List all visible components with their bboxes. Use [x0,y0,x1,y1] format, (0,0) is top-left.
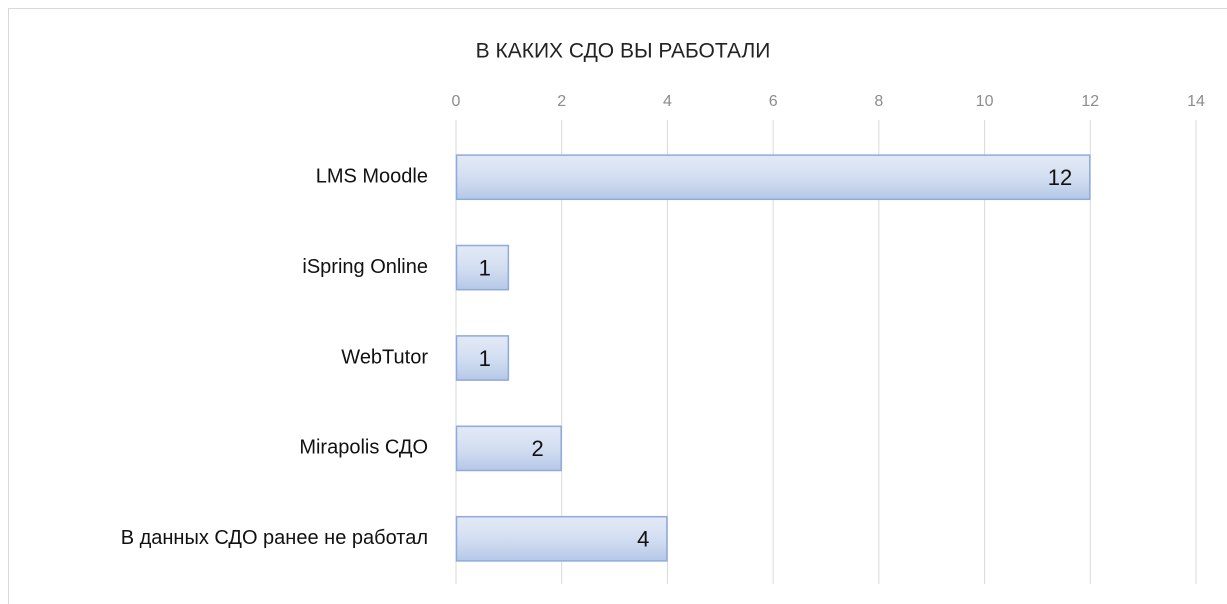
value-label: 4 [637,527,649,552]
x-tick-label: 10 [976,93,994,110]
x-tick-label: 4 [663,93,672,110]
y-tick-label: В данных СДО ранее не работал [121,527,428,549]
bar [455,515,668,562]
y-tick-label: Mirapolis СДО [299,437,428,459]
x-tick-label: 6 [769,93,778,110]
y-tick-label: LMS Moodle [316,165,428,187]
x-tick-label: 0 [452,93,461,110]
bar [455,335,510,381]
bar [455,425,562,472]
value-label: 1 [479,255,491,280]
x-tick-label: 14 [1187,93,1205,110]
chart-frame [8,8,1227,604]
value-label: 1 [479,346,491,371]
y-tick-label: WebTutor [341,346,428,368]
x-tick-label: 2 [557,93,566,110]
bar [455,154,1091,201]
y-tick-label: iSpring Online [302,256,428,278]
value-label: 2 [531,436,543,461]
x-tick-label: 12 [1081,93,1099,110]
chart-title: В КАКИХ СДО ВЫ РАБОТАЛИ [476,40,771,63]
bar [455,244,510,291]
x-tick-label: 8 [874,93,883,110]
value-label: 12 [1048,165,1072,190]
